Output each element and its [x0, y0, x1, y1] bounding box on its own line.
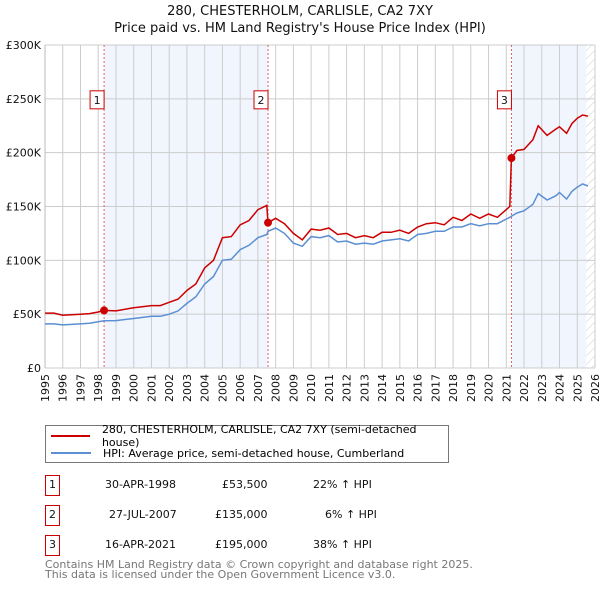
y-tick-label: £0	[27, 362, 41, 375]
transaction-row: 3 16-APR-2021 £195,000 38% ↑ HPI	[45, 535, 445, 556]
transaction-price: £135,000	[215, 508, 268, 521]
x-tick-label: 1999	[110, 374, 123, 402]
y-tick-label: £100K	[6, 254, 42, 267]
marker-box	[253, 90, 269, 110]
x-tick-label: 2021	[500, 374, 513, 402]
footer-copyright: Contains HM Land Registry data © Crown c…	[45, 558, 473, 571]
transaction-number: 2	[45, 505, 60, 526]
marker-label: 1	[94, 94, 101, 107]
transaction-number: 3	[45, 535, 60, 556]
x-tick-label: 2015	[394, 374, 407, 402]
x-tick-label: 2004	[199, 374, 212, 402]
x-tick-label: 1996	[57, 374, 70, 402]
x-tick-label: 2020	[483, 374, 496, 402]
transaction-hpi: 38% ↑ HPI	[313, 538, 372, 551]
x-tick-label: 2002	[163, 374, 176, 402]
x-tick-label: 2000	[128, 374, 141, 402]
chart-legend: 280, CHESTERHOLM, CARLISLE, CA2 7XY (sem…	[45, 423, 449, 463]
chart-title: 280, CHESTERHOLM, CARLISLE, CA2 7XY	[167, 4, 433, 19]
sale-point	[264, 218, 273, 227]
price-chart: 1995 1996 1997 1998 1999 2000 2001 2002 2003 2004…	[6, 39, 600, 402]
x-tick-label: 2024	[554, 374, 567, 402]
x-tick-label: 2014	[376, 374, 389, 402]
transaction-hpi: 6% ↑ HPI	[325, 508, 377, 521]
legend-swatch-red	[51, 435, 90, 437]
x-tick-label: 2007	[252, 374, 265, 402]
x-tick-label: 2022	[518, 374, 531, 402]
x-tick-label: 2013	[358, 374, 371, 402]
series-line	[45, 114, 589, 316]
legend-swatch-blue	[51, 452, 91, 454]
x-tick-label: 1998	[92, 374, 105, 402]
legend-item-hpi: HPI: Average price, semi-detached house,…	[46, 445, 404, 461]
x-tick-label: 1997	[74, 374, 87, 402]
transaction-price: £53,500	[222, 478, 268, 491]
x-tick-label: 2009	[287, 374, 300, 402]
transaction-row: 2 27-JUL-2007 £135,000 6% ↑ HPI	[45, 505, 445, 526]
marker-label: 3	[501, 94, 508, 107]
x-tick-label: 2017	[429, 374, 442, 402]
y-tick-label: £300K	[6, 39, 42, 52]
x-tick-label: 2016	[412, 374, 425, 402]
marker-label: 2	[258, 94, 265, 107]
legend-label: HPI: Average price, semi-detached house,…	[103, 446, 405, 460]
x-tick-label: 1995	[39, 374, 52, 402]
transaction-date: 27-JUL-2007	[109, 508, 177, 521]
y-tick-label: £50K	[13, 308, 42, 321]
transaction-row: 1 30-APR-1998 £53,500 22% ↑ HPI	[45, 475, 445, 496]
x-tick-label: 2012	[341, 374, 354, 402]
footer-licence: This data is licensed under the Open Gov…	[45, 568, 396, 581]
chart-subtitle: Price paid vs. HM Land Registry's House …	[114, 21, 486, 36]
x-tick-label: 2006	[234, 374, 247, 402]
series-line	[45, 183, 589, 326]
x-tick-label: 2001	[145, 374, 158, 402]
transaction-price: £195,000	[215, 538, 268, 551]
x-tick-label: 2018	[447, 374, 460, 402]
x-tick-label: 2019	[465, 374, 478, 402]
legend-item-property: 280, CHESTERHOLM, CARLISLE, CA2 7XY (sem…	[46, 423, 448, 449]
x-tick-label: 2010	[305, 374, 318, 402]
x-tick-label: 2026	[589, 374, 600, 402]
sale-point	[507, 154, 516, 163]
footer: Contains HM Land Registry data © Crown c…	[45, 558, 473, 581]
x-tick-label: 2023	[536, 374, 549, 402]
sale-point	[100, 306, 109, 315]
y-tick-label: £200K	[6, 147, 42, 160]
transaction-date: 30-APR-1998	[105, 478, 177, 491]
legend-label: 280, CHESTERHOLM, CARLISLE, CA2 7XY (sem…	[101, 423, 417, 449]
marker-box	[496, 90, 512, 110]
transaction-hpi: 22% ↑ HPI	[313, 478, 372, 491]
transaction-date: 16-APR-2021	[105, 538, 177, 551]
x-tick-label: 2025	[571, 374, 584, 402]
x-tick-label: 2011	[323, 374, 336, 402]
x-tick-label: 2005	[216, 374, 229, 402]
x-tick-label: 2008	[270, 374, 283, 402]
x-tick-label: 2003	[181, 374, 194, 402]
y-tick-label: £150K	[6, 201, 42, 214]
transaction-number: 1	[45, 475, 60, 496]
marker-box	[89, 90, 105, 110]
y-tick-label: £250K	[6, 93, 42, 106]
